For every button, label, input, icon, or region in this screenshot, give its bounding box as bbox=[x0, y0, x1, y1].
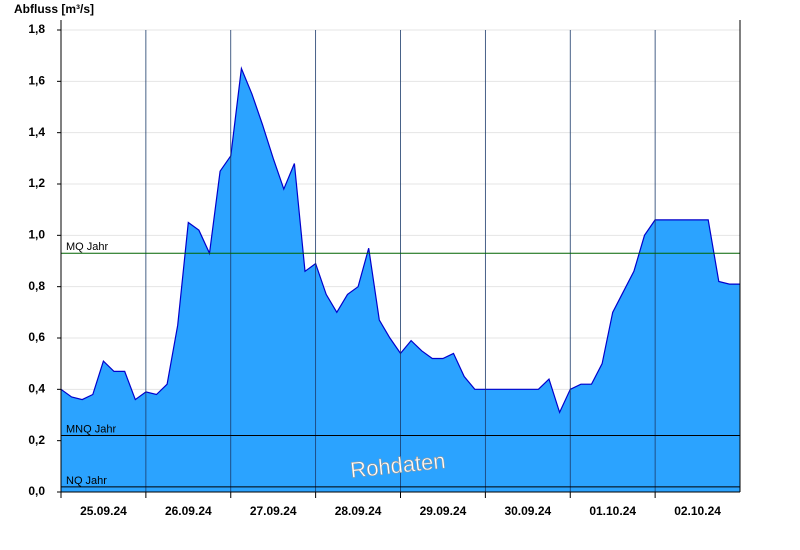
reference-label: MQ Jahr bbox=[66, 241, 109, 253]
y-tick-label: 0,4 bbox=[28, 382, 45, 396]
y-tick-label: 0,0 bbox=[28, 484, 45, 498]
x-tick-label: 30.09.24 bbox=[504, 504, 551, 518]
y-tick-label: 1,6 bbox=[28, 74, 45, 88]
x-tick-label: 02.10.24 bbox=[674, 504, 721, 518]
y-tick-label: 0,2 bbox=[28, 433, 45, 447]
y-tick-label: 0,8 bbox=[28, 279, 45, 293]
x-tick-label: 25.09.24 bbox=[80, 504, 127, 518]
reference-label: NQ Jahr bbox=[66, 475, 107, 487]
x-tick-label: 29.09.24 bbox=[420, 504, 467, 518]
y-tick-label: 1,4 bbox=[28, 125, 45, 139]
x-tick-label: 01.10.24 bbox=[589, 504, 636, 518]
y-tick-label: 1,0 bbox=[28, 228, 45, 242]
x-tick-label: 27.09.24 bbox=[250, 504, 297, 518]
y-tick-label: 0,6 bbox=[28, 330, 45, 344]
x-tick-label: 26.09.24 bbox=[165, 504, 212, 518]
chart-title: Abfluss [m³/s] bbox=[14, 2, 94, 16]
x-tick-label: 28.09.24 bbox=[335, 504, 382, 518]
y-tick-label: 1,2 bbox=[28, 176, 45, 190]
reference-label: MNQ Jahr bbox=[66, 423, 116, 435]
y-tick-label: 1,8 bbox=[28, 22, 45, 36]
